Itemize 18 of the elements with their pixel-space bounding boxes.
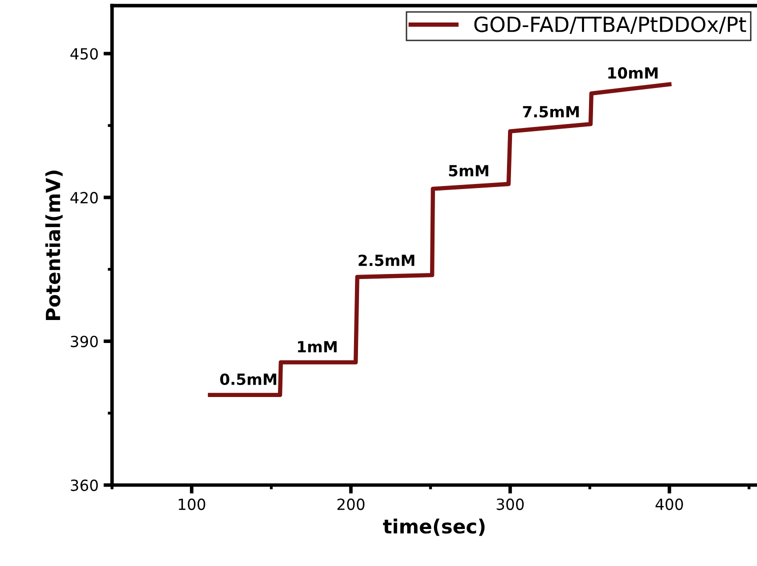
x-axis-title: time(sec)	[383, 518, 485, 536]
annotation: 5mM	[449, 165, 488, 176]
x-tick-label: 100	[178, 498, 206, 510]
annotation: 2.5mM	[358, 254, 414, 266]
y-tick-label: 420	[70, 192, 98, 204]
line-series	[208, 82, 672, 398]
annotation: 1mM	[298, 341, 337, 352]
y-axis-title: Potential(mV)	[45, 170, 63, 320]
annotation: 7.5mM	[523, 106, 579, 118]
x-tick-label: 300	[496, 498, 524, 510]
x-tick-label: 400	[656, 498, 683, 510]
annotation: 0.5mM	[220, 373, 276, 386]
y-tick-label: 450	[70, 48, 98, 60]
annotation: 10mM	[608, 67, 658, 79]
x-tick-label: 200	[337, 498, 364, 510]
legend-label: GOD-FAD/TTBA/PtDDOx/Pt	[474, 16, 746, 34]
y-tick-label: 390	[70, 336, 98, 348]
y-tick-label: 360	[70, 480, 98, 492]
